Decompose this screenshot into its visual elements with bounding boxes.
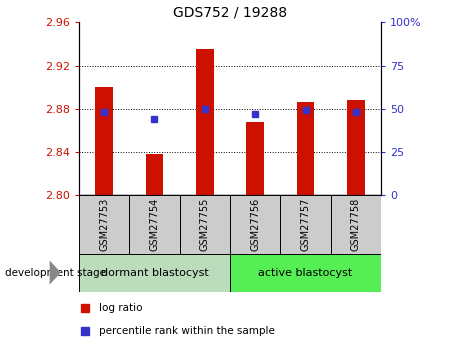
Bar [179, 195, 230, 254]
Bar [196, 49, 214, 195]
Bar [281, 195, 331, 254]
Text: active blastocyst: active blastocyst [258, 268, 353, 277]
Text: GSM27753: GSM27753 [99, 198, 109, 251]
Bar [246, 122, 264, 195]
Text: GSM27754: GSM27754 [149, 198, 160, 251]
Text: GSM27755: GSM27755 [200, 198, 210, 251]
Bar [347, 100, 365, 195]
Text: GSM27756: GSM27756 [250, 198, 260, 251]
Bar [129, 195, 179, 254]
Bar [230, 254, 381, 292]
Bar [146, 154, 163, 195]
Title: GDS752 / 19288: GDS752 / 19288 [173, 6, 287, 20]
Text: percentile rank within the sample: percentile rank within the sample [99, 326, 275, 336]
Text: log ratio: log ratio [99, 303, 142, 313]
Bar [331, 195, 381, 254]
Bar [230, 195, 281, 254]
Bar [79, 254, 230, 292]
Bar [79, 195, 129, 254]
Text: development stage: development stage [5, 268, 106, 277]
Bar [297, 102, 314, 195]
Text: GSM27757: GSM27757 [300, 198, 311, 251]
Text: dormant blastocyst: dormant blastocyst [101, 268, 208, 277]
Text: GSM27758: GSM27758 [351, 198, 361, 251]
Bar [95, 87, 113, 195]
